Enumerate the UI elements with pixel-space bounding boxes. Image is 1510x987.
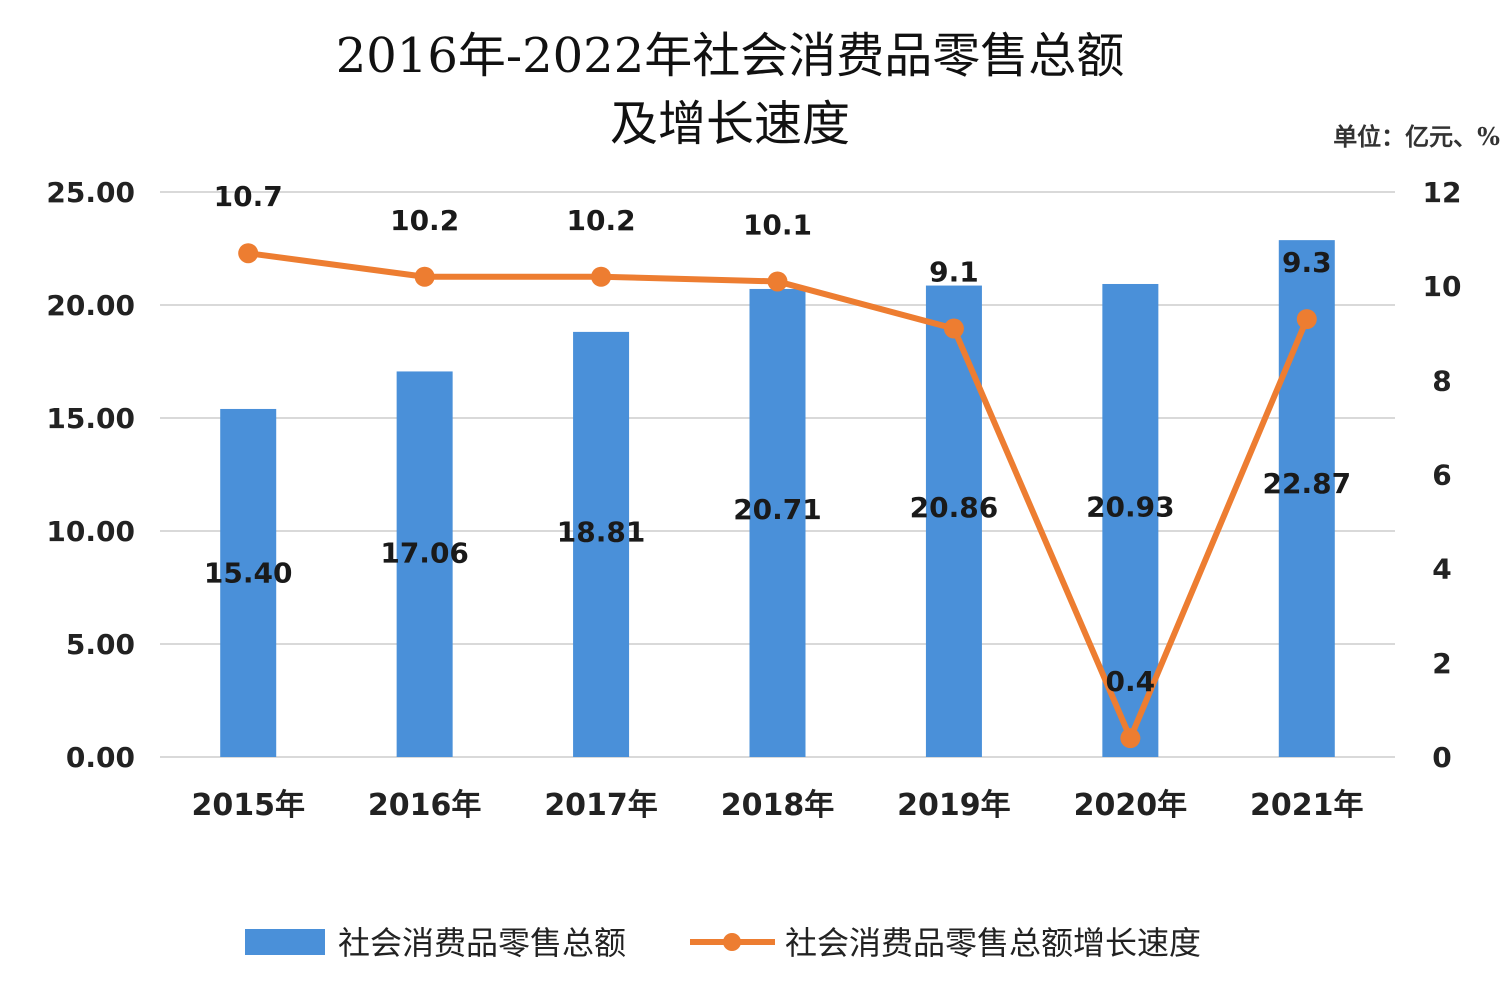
chart-title-line-2: 及增长速度	[610, 96, 850, 152]
y-right-tick-label: 6	[1432, 459, 1451, 492]
y-left-tick-label: 25.00	[46, 176, 135, 209]
y-left-tick-label: 10.00	[46, 515, 135, 548]
bar	[925, 285, 982, 757]
y-left-tick-label: 15.00	[46, 402, 135, 435]
x-tick-label: 2016年	[368, 788, 482, 823]
line-point	[238, 243, 259, 264]
bar-data-label: 15.40	[204, 557, 293, 590]
bar-data-label: 20.86	[910, 491, 999, 524]
y-right-tick-label: 12	[1423, 176, 1462, 209]
chart-title-line-1: 2016年-2022年社会消费品零售总额	[336, 28, 1125, 84]
legend-swatch-marker	[723, 933, 741, 951]
y-right-tick-label: 4	[1432, 553, 1451, 586]
x-tick-label: 2018年	[721, 788, 835, 823]
bar	[396, 371, 453, 757]
line-data-label: 10.7	[214, 180, 283, 213]
bar-data-label: 18.81	[557, 516, 646, 549]
x-tick-label: 2017年	[544, 788, 658, 823]
left-axis: 0.00 5.00 10.00 15.00 20.00 25.00	[46, 176, 135, 774]
legend-swatch-bar	[245, 929, 325, 955]
bar	[749, 288, 806, 757]
line-point	[943, 318, 964, 339]
line-point	[1296, 309, 1317, 330]
y-left-tick-label: 5.00	[66, 628, 135, 661]
x-tick-label: 2019年	[897, 788, 1011, 823]
line-series	[238, 243, 1317, 749]
line-data-label: 10.2	[567, 204, 636, 237]
line-data-label: 9.3	[1282, 246, 1332, 279]
x-tick-label: 2020年	[1074, 788, 1188, 823]
line-data-label: 0.4	[1106, 665, 1156, 698]
y-right-tick-label: 10	[1423, 270, 1462, 303]
x-axis: 2015年 2016年 2017年 2018年 2019年 2020年 2021年	[191, 788, 1363, 823]
line-point	[414, 266, 435, 287]
x-tick-label: 2021年	[1250, 788, 1364, 823]
legend: 社会消费品零售总额 社会消费品零售总额增长速度	[245, 924, 1201, 962]
y-right-tick-label: 2	[1432, 647, 1451, 680]
legend-label-line: 社会消费品零售总额增长速度	[785, 924, 1201, 962]
y-right-tick-label: 0	[1432, 741, 1451, 774]
x-tick-label: 2015年	[191, 788, 305, 823]
line-data-label: 10.2	[390, 204, 459, 237]
line-point	[767, 271, 788, 292]
bar-labels: 15.40 17.06 18.81 20.71 20.86 20.93 22.87	[204, 467, 1351, 589]
line-labels: 10.7 10.2 10.2 10.1 9.1 0.4 9.3	[214, 180, 1332, 698]
bar-data-label: 22.87	[1262, 467, 1351, 500]
bar-data-label: 17.06	[380, 537, 469, 570]
bar-data-label: 20.71	[733, 493, 822, 526]
unit-label: 单位：亿元、%	[1333, 122, 1500, 151]
line-point	[591, 266, 612, 287]
bar	[220, 408, 277, 757]
bar-data-label: 20.93	[1086, 490, 1175, 523]
line-data-label: 10.1	[743, 208, 812, 241]
y-right-tick-label: 8	[1432, 364, 1451, 397]
line-point	[1120, 728, 1141, 749]
bar	[573, 331, 630, 757]
line-data-label: 9.1	[929, 256, 979, 289]
legend-label-bar: 社会消费品零售总额	[338, 924, 626, 962]
bar	[1102, 283, 1159, 757]
right-axis: 0 2 4 6 8 10 12	[1423, 176, 1462, 774]
y-left-tick-label: 0.00	[66, 741, 135, 774]
y-left-tick-label: 20.00	[46, 289, 135, 322]
